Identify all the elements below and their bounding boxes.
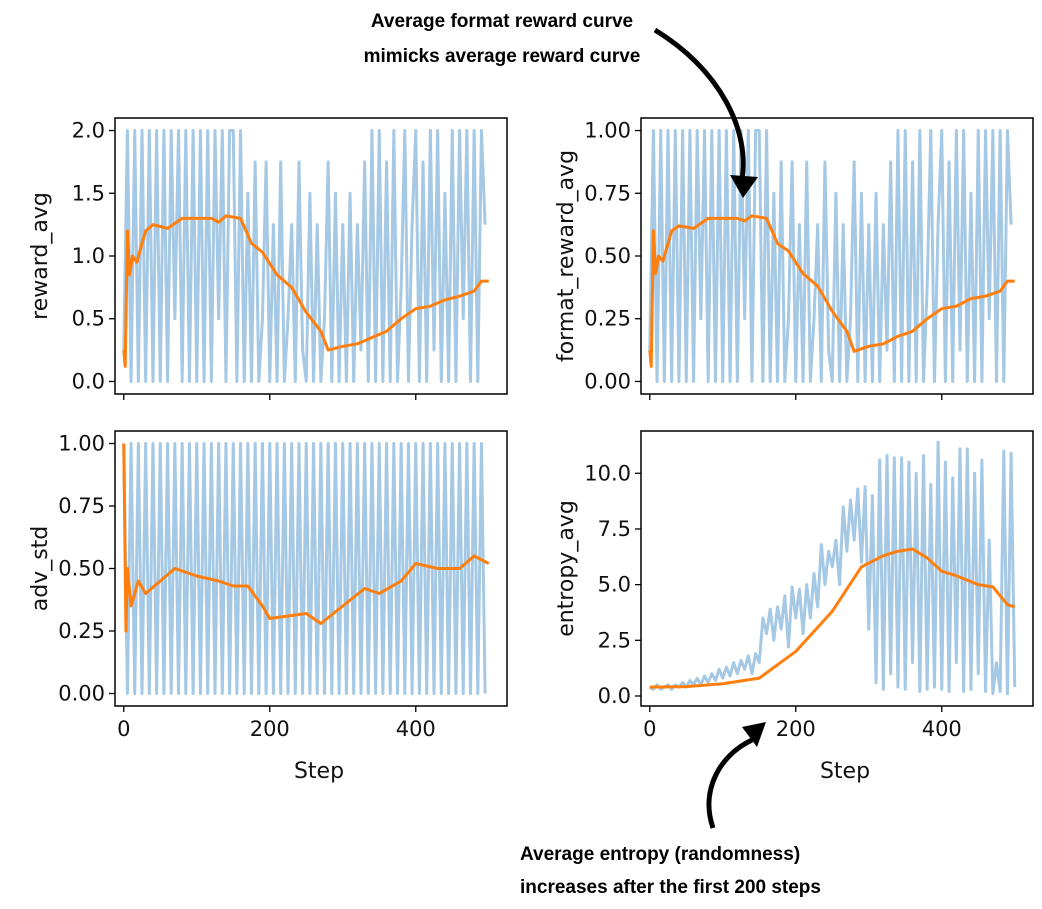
x-tick-label: 400	[396, 717, 436, 741]
smoothed-series-line	[122, 214, 489, 368]
annotation-bottom-line-2: increases after the first 200 steps	[520, 877, 821, 898]
y-tick-label: 1.5	[72, 181, 105, 205]
y-tick-label: 1.00	[58, 432, 105, 456]
y-tick-label: 0.25	[584, 307, 631, 331]
subplot-top-left: 0.0 0.5 1.0 1.5 2.0 reward_avg	[28, 117, 508, 400]
x-axis-label: Step	[820, 759, 870, 784]
x-tick-label: 400	[922, 717, 962, 741]
annotation-bottom-arrow	[706, 737, 754, 829]
y-tick-label: 10.0	[584, 461, 631, 485]
x-tick-label: 0	[643, 717, 656, 741]
arrowhead-bottom-icon	[742, 722, 766, 747]
y-tick-label: 0.75	[58, 494, 105, 518]
arrowhead-top-icon	[730, 175, 758, 198]
smoothed-series-line	[122, 443, 490, 633]
smoothed-series-line	[649, 547, 1016, 689]
annotation-top-line-1: Average format reward curve	[371, 11, 633, 32]
y-axis-label: reward_avg	[28, 192, 53, 320]
annotation-top-line-2: mimicks average reward curve	[364, 46, 641, 67]
x-tick-label: 200	[250, 717, 290, 741]
raw-series-line	[648, 129, 1013, 383]
y-tick-label: 0.50	[584, 244, 631, 268]
y-tick-label: 0.5	[72, 307, 105, 331]
annotation-top-arrow	[653, 27, 746, 181]
y-tick-label: 1.00	[584, 119, 631, 143]
y-axis-label: adv_std	[28, 526, 53, 612]
y-tick-label: 1.0	[72, 244, 105, 268]
y-tick-label: 0.00	[58, 682, 105, 706]
y-tick-label: 7.5	[598, 517, 631, 541]
y-axis-label: format_reward_avg	[554, 150, 579, 362]
raw-series-line	[122, 129, 487, 383]
y-axis-label: entropy_avg	[554, 500, 579, 637]
y-tick-label: 0.0	[598, 684, 631, 708]
y-tick-label: 0.75	[584, 181, 631, 205]
y-tick-label: 0.00	[584, 369, 631, 393]
y-tick-label: 0.25	[58, 619, 105, 643]
subplot-bottom-left: 0.00 0.25 0.50 0.75 1.00 0 200 400 Step adv_std	[28, 430, 508, 784]
y-tick-label: 2.0	[72, 119, 105, 143]
y-tick-label: 0.50	[58, 557, 105, 581]
x-axis-label: Step	[294, 759, 344, 784]
y-tick-label: 2.5	[598, 628, 631, 652]
raw-series-line	[122, 442, 487, 695]
axes-frame	[640, 430, 1034, 707]
x-tick-label: 200	[776, 717, 816, 741]
smoothed-series-line	[648, 214, 1015, 368]
y-tick-label: 5.0	[598, 573, 631, 597]
raw-series-line	[648, 440, 1017, 696]
y-tick-label: 0.0	[72, 369, 105, 393]
x-tick-label: 0	[117, 717, 130, 741]
subplot-bottom-right: 0.0 2.5 5.0 7.5 10.0 0 200 400 Step entropy_avg	[554, 430, 1034, 784]
annotation-bottom-line-1: Average entropy (randomness)	[520, 844, 800, 865]
